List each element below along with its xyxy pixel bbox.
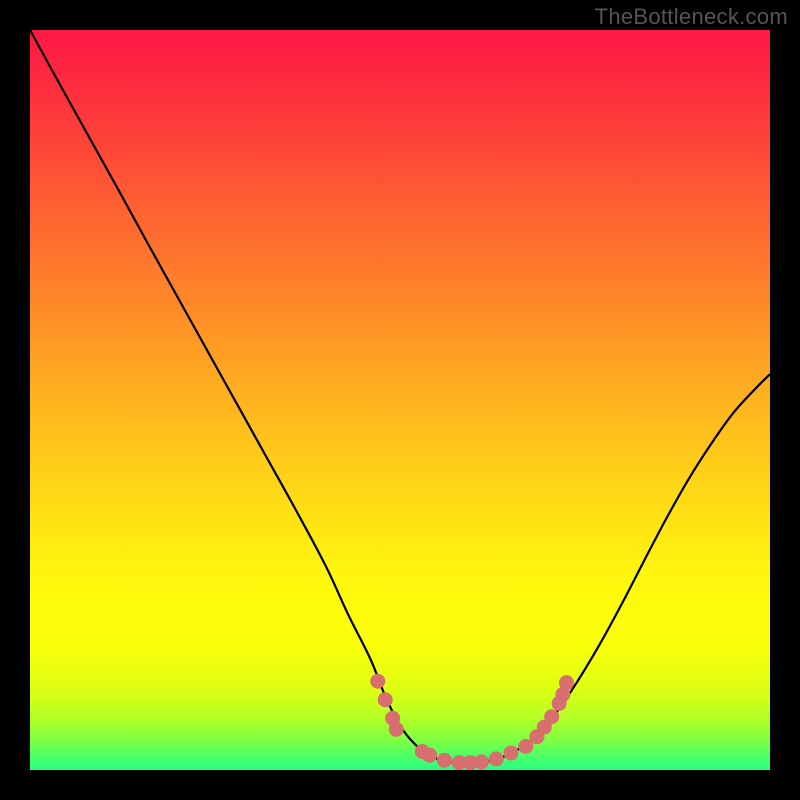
data-marker bbox=[489, 751, 504, 766]
bottleneck-curve bbox=[30, 30, 770, 763]
data-marker bbox=[474, 754, 489, 769]
curve-layer bbox=[30, 30, 770, 770]
figure-container: TheBottleneck.com bbox=[0, 0, 800, 800]
data-marker bbox=[437, 753, 452, 768]
plot-area bbox=[30, 30, 770, 770]
data-marker bbox=[422, 748, 437, 763]
data-marker bbox=[559, 675, 574, 690]
data-marker bbox=[370, 674, 385, 689]
watermark-text: TheBottleneck.com bbox=[595, 4, 788, 30]
marker-group bbox=[370, 674, 574, 770]
data-marker bbox=[544, 709, 559, 724]
data-marker bbox=[504, 745, 519, 760]
data-marker bbox=[378, 692, 393, 707]
data-marker bbox=[389, 722, 404, 737]
